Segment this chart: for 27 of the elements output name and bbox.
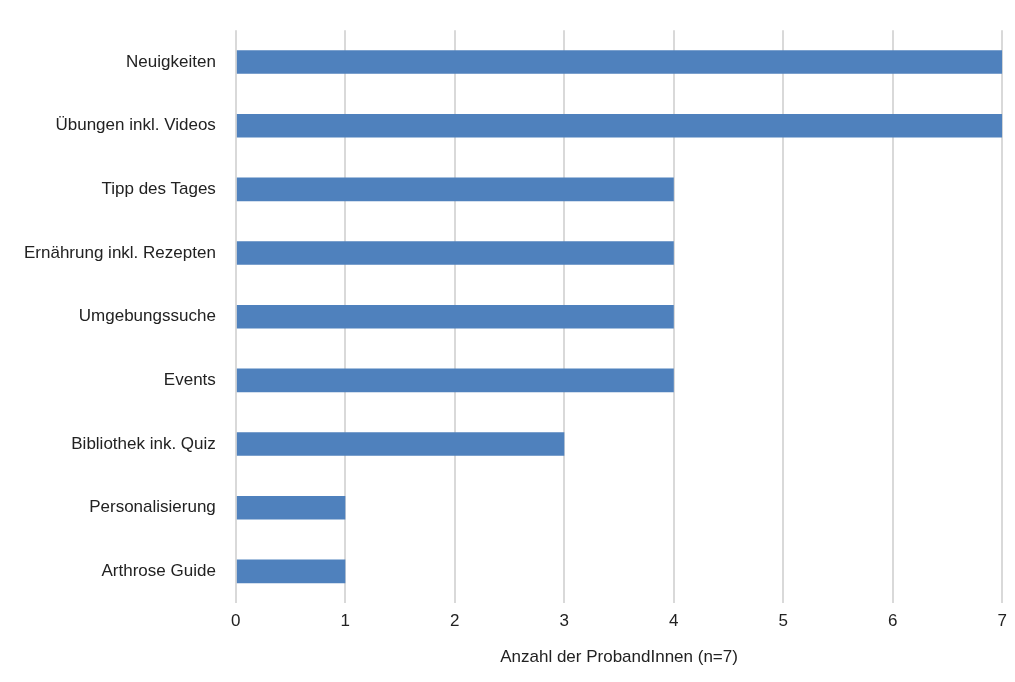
y-tick-label: Bibliothek ink. Quiz — [71, 433, 216, 453]
bar — [236, 241, 674, 265]
y-tick-label: Arthrose Guide — [101, 561, 216, 581]
y-tick-label: Umgebungssuche — [78, 306, 216, 326]
x-tick-label: 7 — [997, 611, 1008, 631]
x-tick-label: 6 — [888, 611, 898, 631]
y-tick-label: Ernährung inkl. Rezepten — [24, 242, 216, 262]
bar — [236, 432, 565, 456]
x-tick-label: 4 — [669, 611, 679, 631]
bar — [236, 495, 346, 520]
x-tick-label: 3 — [559, 611, 570, 631]
y-tick-label: Tipp des Tages — [101, 179, 216, 199]
bar — [236, 559, 346, 584]
bar — [236, 113, 1003, 138]
x-axis-title: Anzahl der ProbandInnen (n=7) — [500, 647, 738, 667]
y-tick-label: Personalisierung — [89, 497, 216, 517]
x-tick-label: 5 — [778, 611, 789, 631]
bar — [236, 177, 674, 202]
y-tick-label: Events — [163, 370, 216, 390]
y-tick-label: Übungen inkl. Videos — [55, 115, 216, 135]
bar — [236, 304, 674, 329]
bar — [236, 50, 1003, 74]
x-tick-label: 0 — [231, 611, 241, 631]
x-tick-label: 1 — [340, 611, 351, 631]
bar — [236, 368, 674, 393]
y-tick-label: Neuigkeiten — [126, 51, 216, 71]
x-tick-label: 2 — [450, 611, 460, 631]
